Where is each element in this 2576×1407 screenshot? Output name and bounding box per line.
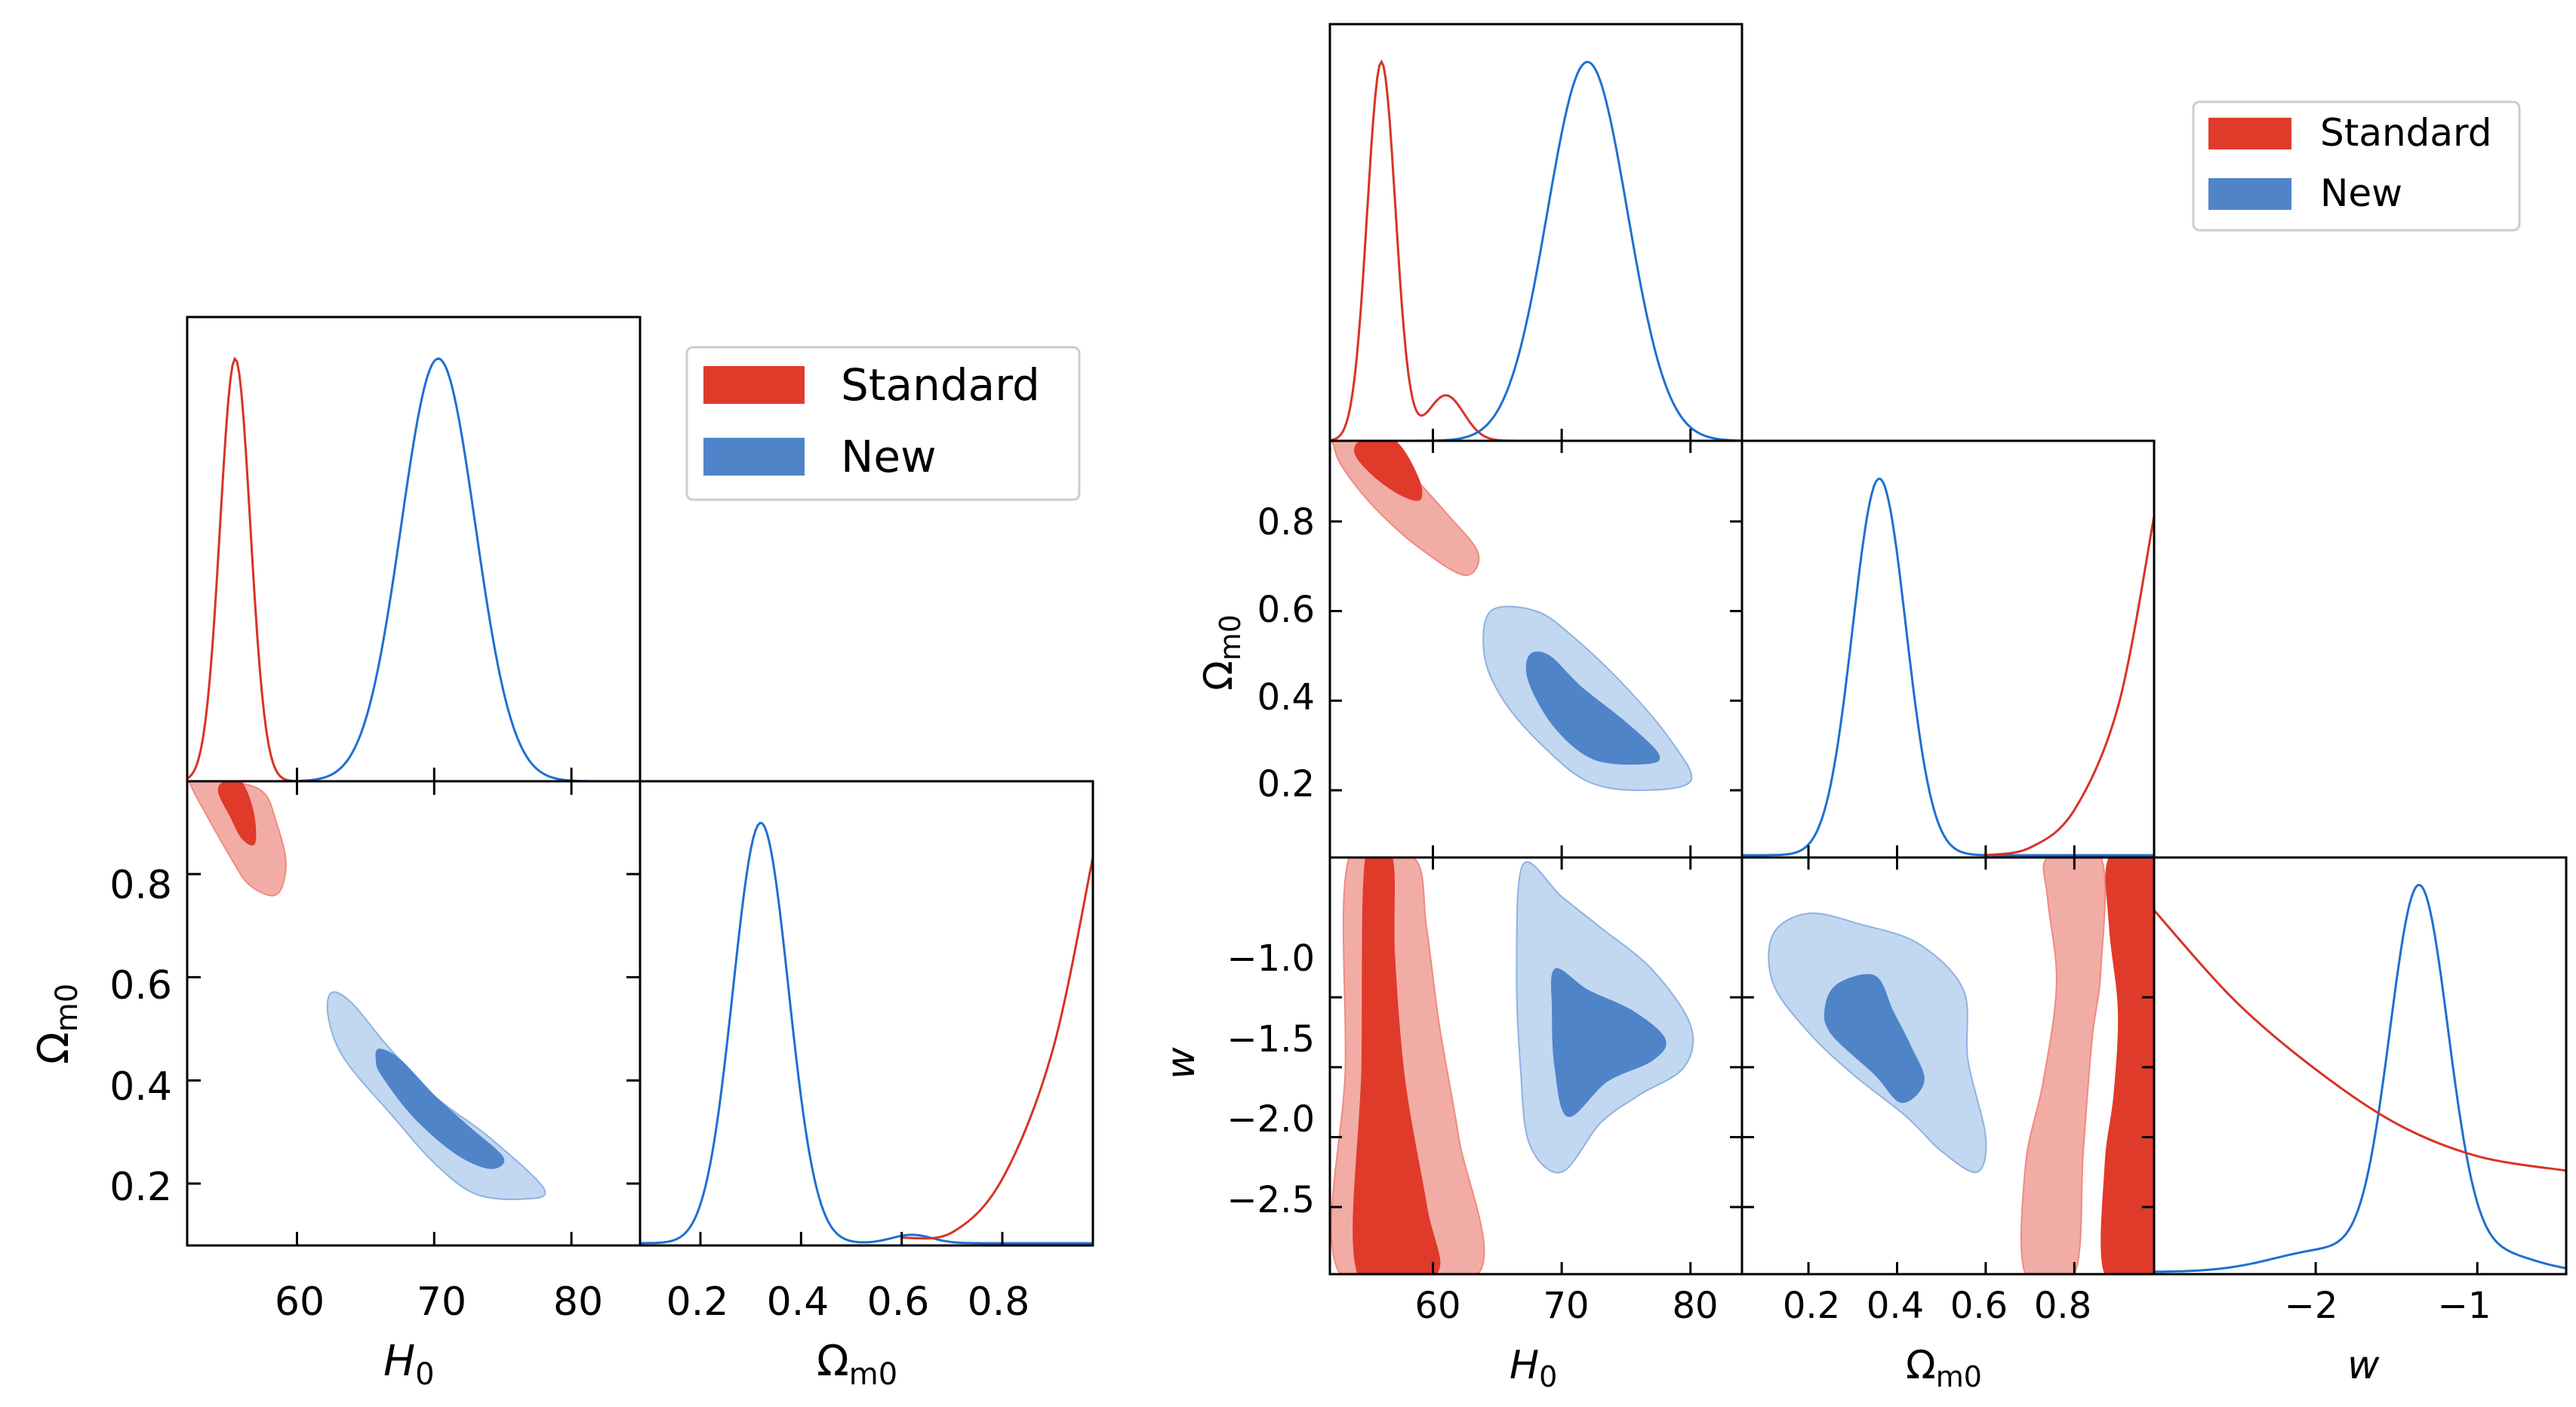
left-om-tick-label: 0.4 [767, 1279, 829, 1325]
left-triangle-plot: 60 70 80 0.2 0.4 0.6 0.8 0.2 0.4 0.6 0.8… [29, 316, 1094, 1392]
right-h0-axis-label: H0 [1510, 1343, 1557, 1393]
right-om-marginal-panel [1742, 441, 2154, 857]
right-legend-swatch-new [2208, 178, 2291, 210]
new-68-contour [1551, 968, 1667, 1117]
standard-68-contour [1354, 441, 1423, 501]
left-om-y-tick-label: 0.6 [109, 963, 172, 1008]
left-legend-label-new: New [841, 431, 937, 482]
right-om-y-tick-label: 0.4 [1257, 676, 1315, 719]
right-w-tick-label: −2 [2285, 1285, 2338, 1327]
right-h0-tick-label: 80 [1672, 1285, 1718, 1327]
left-om-y-tick-label: 0.4 [109, 1064, 172, 1110]
left-legend: Standard New [685, 346, 1081, 501]
right-om-y-tick-label: 0.6 [1257, 589, 1315, 631]
left-h0-axis-label: H0 [383, 1337, 435, 1392]
right-w-marginal-curves [2154, 883, 2566, 1273]
new-w-curve [2154, 883, 2566, 1273]
left-om-y-tick-label: 0.8 [109, 863, 172, 908]
right-om-tick-label: 0.2 [1783, 1285, 1840, 1327]
new-h0-curve [1330, 60, 1742, 441]
left-om-y-tick-label: 0.2 [109, 1165, 172, 1210]
left-h0-om-contours [189, 781, 546, 1200]
right-w-axis-label: w [2347, 1343, 2380, 1388]
left-legend-label-standard: Standard [841, 359, 1040, 411]
right-h0-marginal-curves [1330, 59, 1742, 441]
right-w-y-axis-label: w [1159, 1047, 1204, 1079]
right-h0-om-contours [1331, 441, 1693, 792]
left-om-marginal-panel [640, 781, 1093, 1245]
standard-95-contour [2020, 857, 2107, 1274]
right-om-y-axis-label: Ωm0 [1196, 614, 1247, 691]
right-w-y-tick-label: −1.5 [1226, 1018, 1315, 1061]
standard-68-contour [1353, 857, 1441, 1274]
right-w-y-tick-label: −2.5 [1226, 1179, 1315, 1221]
right-w-y-tick-label: −1.0 [1226, 937, 1315, 980]
right-om-marginal-curves [1742, 477, 2154, 857]
right-h0-w-contours [1330, 857, 1694, 1274]
left-legend-swatch-new [703, 438, 805, 476]
left-om-marginal-frame [639, 780, 1094, 1247]
left-om-tick-label: 0.6 [867, 1279, 930, 1325]
new-h0-curve [187, 357, 640, 781]
standard-om-curve [901, 857, 1093, 1240]
right-w-y-tick-label: −2.0 [1226, 1098, 1315, 1141]
left-tick-marks [187, 768, 1004, 1245]
new-68-contour [1525, 651, 1660, 765]
right-om-y-tick-label: 0.2 [1257, 763, 1315, 805]
left-panel-frames [186, 316, 1094, 1247]
right-om-axis-label: Ωm0 [1906, 1343, 1982, 1393]
right-legend-label-new: New [2320, 171, 2402, 215]
left-om-marginal-curves [640, 821, 1093, 1245]
right-panel-frames [1328, 23, 2568, 1276]
new-68-contour [1824, 974, 1925, 1104]
standard-95-contour [189, 781, 287, 897]
right-triangle-plot: 60 70 80 0.2 0.4 0.6 0.8 −2 −1 0.2 0.4 0… [1159, 23, 2568, 1393]
left-h0-marginal-panel [187, 317, 640, 781]
standard-68-contour [2101, 857, 2154, 1274]
standard-h0-curve [1330, 59, 1742, 441]
new-68-contour [375, 1048, 505, 1169]
left-om-y-axis-label: Ωm0 [29, 984, 85, 1064]
right-om-tick-label: 0.6 [1950, 1285, 2008, 1327]
right-legend-label-standard: Standard [2320, 111, 2491, 155]
right-legend-swatch-standard [2208, 118, 2291, 149]
right-w-marginal-frame [2153, 856, 2568, 1276]
left-legend-swatch-standard [703, 366, 805, 404]
left-h0-tick-label: 70 [417, 1279, 466, 1325]
new-om-curve [1742, 477, 2154, 857]
right-om-w-contours [1768, 857, 2154, 1274]
standard-om-curve [1985, 516, 2154, 857]
new-om-curve [640, 821, 1093, 1245]
right-h0-tick-label: 70 [1543, 1285, 1589, 1327]
standard-h0-curve [187, 356, 640, 781]
right-legend: Standard New [2192, 100, 2521, 232]
left-om-tick-label: 0.2 [666, 1279, 729, 1325]
left-om-tick-label: 0.8 [968, 1279, 1030, 1325]
left-h0-tick-label: 80 [553, 1279, 603, 1325]
left-h0-marginal-curves [187, 356, 640, 781]
left-om-axis-label: Ωm0 [817, 1337, 897, 1392]
right-om-tick-label: 0.4 [1867, 1285, 1924, 1327]
right-om-tick-label: 0.8 [2034, 1285, 2091, 1327]
right-h0-marginal-panel [1330, 24, 1742, 441]
right-om-y-tick-label: 0.8 [1257, 501, 1315, 543]
right-w-marginal-panel [2154, 857, 2566, 1274]
right-tick-marks [1330, 429, 2479, 1274]
right-h0-tick-label: 60 [1414, 1285, 1460, 1327]
standard-w-curve [2154, 910, 2566, 1172]
left-h0-tick-label: 60 [275, 1279, 325, 1325]
standard-68-contour [217, 781, 257, 846]
right-w-tick-label: −1 [2438, 1285, 2491, 1327]
